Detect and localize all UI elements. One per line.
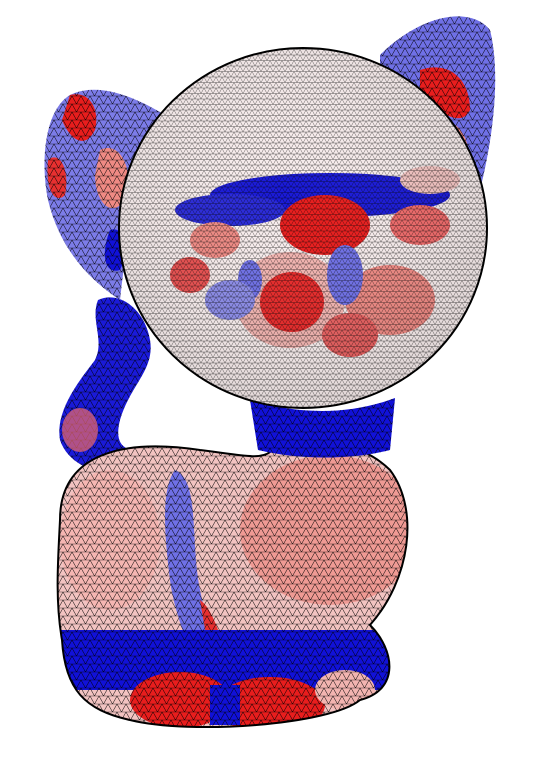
tail-region	[59, 297, 161, 474]
body-region	[56, 439, 409, 729]
head-region	[118, 47, 488, 409]
left-ear	[44, 89, 166, 300]
neck-region	[250, 398, 395, 458]
